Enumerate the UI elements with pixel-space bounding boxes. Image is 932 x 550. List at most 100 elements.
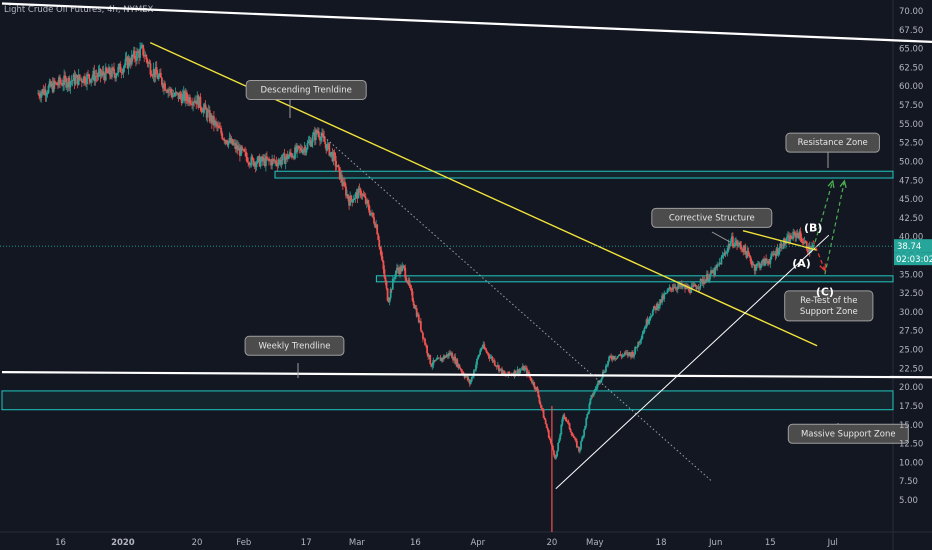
- candle-body: [637, 341, 640, 348]
- candle-body: [626, 352, 629, 356]
- candle-body: [262, 158, 265, 162]
- price-tick-label: 30.00: [899, 308, 923, 318]
- candle-body: [690, 286, 693, 293]
- candle-body: [781, 248, 784, 249]
- candle-body: [639, 340, 642, 343]
- candle-body: [779, 243, 782, 247]
- candle-body: [343, 181, 345, 186]
- candle-body: [762, 259, 764, 261]
- wave-labels: (A) (B) (C): [792, 221, 834, 298]
- candle-body: [596, 383, 599, 388]
- candle-body: [268, 158, 270, 161]
- candle-body: [101, 71, 104, 75]
- candle-body: [55, 82, 58, 85]
- candle-body: [171, 92, 174, 97]
- candle-body: [38, 93, 41, 97]
- candle-body: [724, 252, 727, 254]
- candle-body: [57, 84, 59, 86]
- candle-body: [125, 57, 128, 59]
- price-tick-label: 25.00: [899, 346, 923, 356]
- candle-body: [84, 76, 86, 83]
- candle-body: [216, 123, 218, 127]
- candle-body: [141, 44, 144, 47]
- candle-body: [726, 248, 729, 253]
- candle-body: [702, 280, 705, 284]
- candle-body: [232, 144, 235, 145]
- candle-body: [629, 352, 631, 354]
- candle-body: [600, 377, 603, 381]
- candle-body: [90, 79, 93, 83]
- candle-body: [721, 255, 724, 258]
- candle-body: [321, 133, 323, 137]
- candle-body: [558, 439, 561, 443]
- candle-body: [380, 250, 383, 257]
- price-tick-label: 65.00: [899, 45, 923, 55]
- candle-body: [170, 89, 173, 93]
- candle-body: [437, 357, 440, 359]
- candle-body: [694, 284, 697, 287]
- candle-body: [567, 421, 570, 424]
- candle-body: [659, 299, 661, 306]
- candle-body: [199, 96, 202, 108]
- trendline: [555, 234, 830, 490]
- candle-body: [153, 69, 156, 78]
- candle-body: [500, 368, 502, 370]
- time-axis[interactable]: 16 2020 20 Feb 17 Mar 16 Apr 20 May 18 Jun 15 Jul: [55, 538, 838, 548]
- candle-body: [148, 62, 151, 64]
- arrow-shaft: [824, 180, 845, 275]
- candle-body: [109, 67, 111, 76]
- candle-body: [443, 355, 446, 358]
- candle-body: [364, 197, 367, 204]
- candle-body: [88, 74, 90, 79]
- candle-body: [213, 116, 215, 126]
- candle-body: [265, 156, 267, 166]
- candle-body: [714, 266, 717, 275]
- candle-body: [336, 165, 339, 168]
- candle-body: [334, 155, 337, 167]
- candle-body: [37, 93, 40, 94]
- candle-body: [379, 246, 382, 251]
- candle-body: [249, 164, 252, 166]
- candle-body: [461, 371, 464, 373]
- candle-body: [67, 77, 70, 85]
- time-tick-label: May: [586, 538, 604, 548]
- callout-label: Resistance Zone: [798, 138, 868, 148]
- candle-body: [440, 357, 443, 361]
- candle-body: [448, 352, 450, 357]
- candle-body: [697, 287, 700, 289]
- candle-body: [455, 359, 458, 364]
- candle-body: [300, 147, 303, 151]
- candle-body: [792, 231, 795, 239]
- candle-body: [675, 288, 678, 290]
- candle-body: [438, 357, 441, 359]
- candle-body: [354, 193, 357, 199]
- candle-body: [791, 238, 794, 240]
- candle-body: [117, 66, 120, 74]
- candle-body: [718, 262, 721, 265]
- price-axis[interactable]: 5.00 7.50 10.00 12.50 15.00 17.50 20.00 22.50 25…: [899, 7, 923, 506]
- candle-body: [761, 260, 763, 266]
- candle-body: [486, 352, 489, 353]
- candle-body: [734, 242, 736, 247]
- candle-body: [427, 353, 430, 358]
- zone-band: [1, 390, 894, 411]
- candle-body: [126, 57, 129, 69]
- candle-body: [293, 156, 295, 159]
- candle-body: [594, 388, 597, 390]
- candle-body: [431, 365, 434, 367]
- candle-body: [585, 418, 588, 426]
- candle-body: [349, 195, 352, 206]
- candle-body: [276, 163, 279, 166]
- price-tick-label: 60.00: [899, 82, 923, 92]
- candle-body: [806, 249, 809, 253]
- candle-body: [87, 74, 89, 75]
- candle-body: [647, 321, 650, 324]
- candle-body: [352, 200, 355, 203]
- candle-body: [523, 367, 526, 371]
- callouts: Descending Trenldine Resistance Zone Corre…: [244, 79, 909, 444]
- candle-body: [304, 147, 307, 153]
- candle-body: [537, 391, 540, 398]
- candle-body: [531, 381, 534, 384]
- candle-body: [802, 242, 805, 244]
